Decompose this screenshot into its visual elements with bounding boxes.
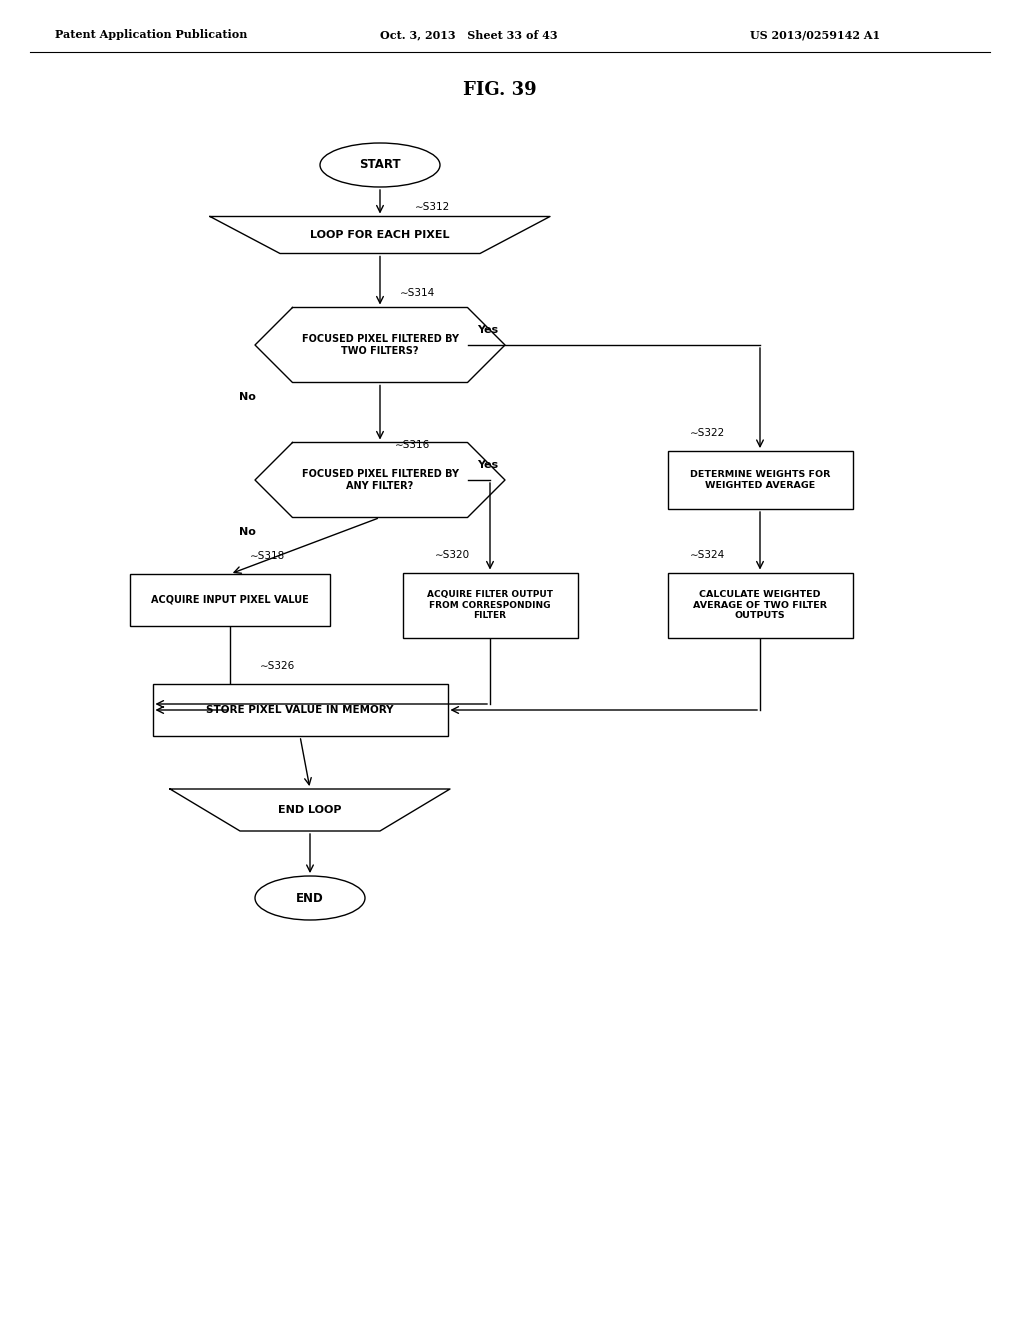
Bar [668,451,853,510]
Text: ∼S312: ∼S312 [415,202,451,213]
Text: ∼S318: ∼S318 [250,550,286,561]
Text: US 2013/0259142 A1: US 2013/0259142 A1 [750,29,880,41]
Text: No: No [239,392,255,403]
Text: START: START [359,158,400,172]
Polygon shape [255,442,505,517]
Text: ∼S326: ∼S326 [260,661,295,671]
Text: No: No [239,528,255,537]
Polygon shape [210,216,550,253]
Text: Yes: Yes [477,325,499,335]
Text: FOCUSED PIXEL FILTERED BY
TWO FILTERS?: FOCUSED PIXEL FILTERED BY TWO FILTERS? [301,334,459,356]
Bar [130,574,330,626]
Bar [402,573,578,638]
Polygon shape [255,308,505,383]
Text: END LOOP: END LOOP [279,805,342,814]
Text: FOCUSED PIXEL FILTERED BY
ANY FILTER?: FOCUSED PIXEL FILTERED BY ANY FILTER? [301,469,459,491]
Text: STORE PIXEL VALUE IN MEMORY: STORE PIXEL VALUE IN MEMORY [206,705,394,715]
Text: LOOP FOR EACH PIXEL: LOOP FOR EACH PIXEL [310,230,450,240]
Text: CALCULATE WEIGHTED
AVERAGE OF TWO FILTER
OUTPUTS: CALCULATE WEIGHTED AVERAGE OF TWO FILTER… [693,590,827,620]
Text: ∼S324: ∼S324 [690,549,725,560]
Text: ∼S320: ∼S320 [435,549,470,560]
Text: Patent Application Publication: Patent Application Publication [55,29,248,41]
Text: Yes: Yes [477,459,499,470]
Text: ∼S316: ∼S316 [395,440,430,450]
Text: ∼S322: ∼S322 [690,428,725,438]
Bar [668,573,853,638]
Text: FIG. 39: FIG. 39 [463,81,537,99]
Text: ∼S314: ∼S314 [400,288,435,298]
Text: ACQUIRE INPUT PIXEL VALUE: ACQUIRE INPUT PIXEL VALUE [152,595,309,605]
Text: Oct. 3, 2013   Sheet 33 of 43: Oct. 3, 2013 Sheet 33 of 43 [380,29,558,41]
Polygon shape [170,789,450,832]
Bar [153,684,447,737]
Text: DETERMINE WEIGHTS FOR
WEIGHTED AVERAGE: DETERMINE WEIGHTS FOR WEIGHTED AVERAGE [690,470,830,490]
Text: END: END [296,891,324,904]
Text: ACQUIRE FILTER OUTPUT
FROM CORRESPONDING
FILTER: ACQUIRE FILTER OUTPUT FROM CORRESPONDING… [427,590,553,620]
